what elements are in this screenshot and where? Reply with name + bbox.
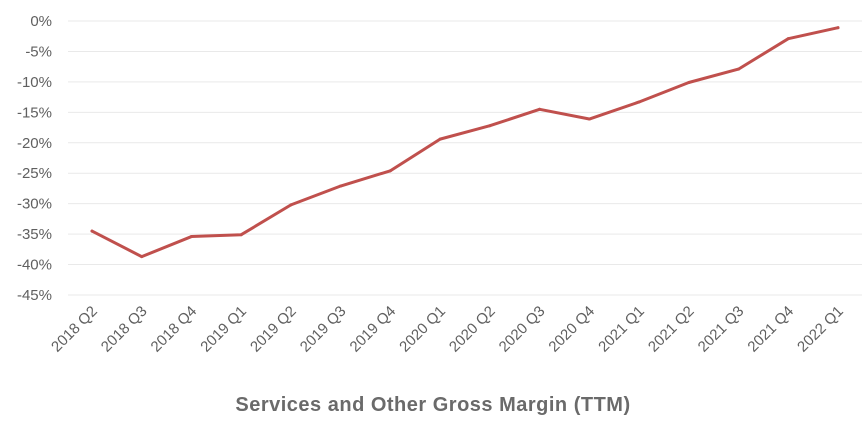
data-point [90,229,94,233]
y-tick-label: -45% [17,287,52,304]
y-tick-label: -15% [17,104,52,121]
y-axis-ticks: 0% -5% -10% -15% -20% -25% -30% -35% -40% -45% [17,13,52,304]
x-tick-label: 2021 Q1 [595,303,648,356]
gridlines [68,20,862,296]
data-point [438,137,442,141]
data-point [189,235,193,239]
y-tick-label: -40% [17,257,52,274]
data-point [836,26,840,30]
data-point [488,124,492,128]
y-tick-label: 0% [30,13,52,30]
x-tick-label: 2020 Q4 [545,303,598,356]
y-tick-label: -35% [17,226,52,243]
data-point [737,67,741,71]
data-point [140,255,144,259]
y-tick-label: -5% [25,43,52,60]
x-tick-label: 2019 Q3 [297,303,350,356]
x-tick-label: 2018 Q3 [98,303,151,356]
x-tick-label: 2019 Q1 [197,303,250,356]
y-tick-label: -25% [17,165,52,182]
x-tick-label: 2019 Q4 [347,303,400,356]
x-tick-label: 2021 Q4 [744,303,797,356]
data-point [538,107,542,111]
data-point [388,169,392,173]
x-tick-label: 2018 Q2 [48,303,101,356]
x-tick-label: 2019 Q2 [247,303,300,356]
y-tick-label: -10% [17,74,52,91]
x-tick-label: 2018 Q4 [148,303,201,356]
data-point [239,233,243,237]
x-tick-label: 2021 Q2 [645,303,698,356]
y-tick-label: -30% [17,196,52,213]
chart-title: Services and Other Gross Margin (TTM) [235,394,631,416]
data-point [786,37,790,41]
x-tick-label: 2020 Q2 [446,303,499,356]
data-point [587,117,591,121]
data-point [687,80,691,84]
series-line [90,26,840,259]
series-layer [90,26,840,259]
x-tick-label: 2020 Q3 [496,303,549,356]
data-point [637,100,641,104]
x-tick-label: 2022 Q1 [794,303,847,356]
x-tick-label: 2021 Q3 [695,303,748,356]
data-point [289,203,293,207]
y-tick-label: -20% [17,135,52,152]
data-point [339,184,343,188]
x-tick-label: 2020 Q1 [396,303,449,356]
